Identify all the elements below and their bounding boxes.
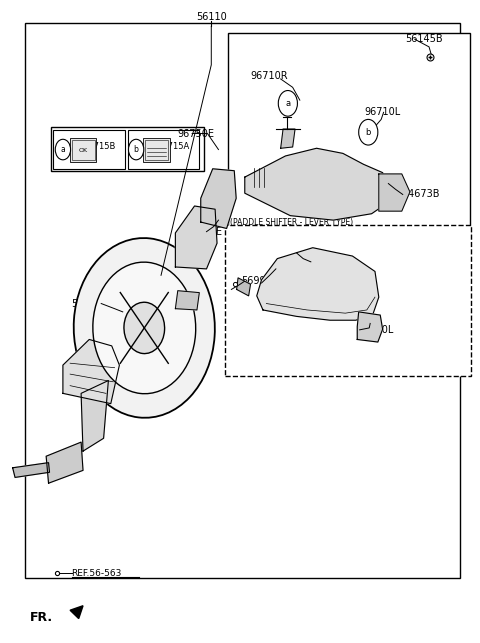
Text: a: a	[285, 99, 290, 108]
Text: b: b	[366, 128, 371, 137]
Text: OK: OK	[79, 148, 88, 152]
Text: 56991C: 56991C	[241, 276, 278, 286]
Text: REF.56-563: REF.56-563	[72, 568, 122, 577]
Bar	[24, 23, 460, 578]
Polygon shape	[81, 381, 108, 451]
Polygon shape	[281, 129, 295, 149]
Text: 96770L: 96770L	[357, 325, 394, 335]
Text: 56110: 56110	[196, 12, 227, 22]
Circle shape	[129, 140, 144, 160]
Bar	[144, 138, 169, 163]
Text: 96715B: 96715B	[84, 143, 116, 152]
Polygon shape	[70, 606, 83, 619]
Polygon shape	[175, 206, 217, 269]
Polygon shape	[245, 149, 392, 220]
Text: 96710L: 96710L	[364, 107, 401, 117]
Ellipse shape	[124, 302, 165, 354]
Text: 96770R: 96770R	[274, 264, 311, 274]
Bar	[128, 131, 199, 169]
Ellipse shape	[74, 238, 215, 418]
Polygon shape	[63, 340, 120, 404]
Text: FR.: FR.	[30, 611, 53, 624]
Polygon shape	[12, 463, 49, 477]
Polygon shape	[201, 169, 236, 228]
Text: 84673B: 84673B	[403, 190, 440, 199]
Bar	[72, 140, 95, 161]
Polygon shape	[379, 174, 410, 211]
Circle shape	[55, 140, 71, 160]
Bar	[225, 225, 471, 376]
Text: 56111D: 56111D	[72, 298, 110, 309]
Circle shape	[278, 91, 298, 116]
Bar	[53, 131, 125, 169]
Polygon shape	[357, 312, 383, 342]
Bar	[70, 138, 96, 163]
Text: 56145B: 56145B	[405, 34, 443, 44]
Bar	[145, 140, 168, 161]
Text: 56171E: 56171E	[185, 227, 222, 237]
Text: 56175: 56175	[307, 257, 338, 267]
Bar	[51, 127, 204, 171]
Polygon shape	[237, 278, 251, 296]
Polygon shape	[175, 291, 199, 310]
Text: 96750E: 96750E	[178, 129, 215, 138]
Circle shape	[359, 120, 378, 145]
Polygon shape	[257, 248, 379, 320]
Polygon shape	[46, 442, 83, 483]
Text: b: b	[134, 145, 139, 154]
Ellipse shape	[93, 262, 196, 394]
Text: (PADDLE SHIFTER - LEVER TYPE): (PADDLE SHIFTER - LEVER TYPE)	[230, 217, 354, 226]
Text: 96710R: 96710R	[250, 71, 288, 82]
Text: 96715A: 96715A	[157, 143, 190, 152]
Bar	[228, 33, 470, 235]
Text: a: a	[60, 145, 65, 154]
